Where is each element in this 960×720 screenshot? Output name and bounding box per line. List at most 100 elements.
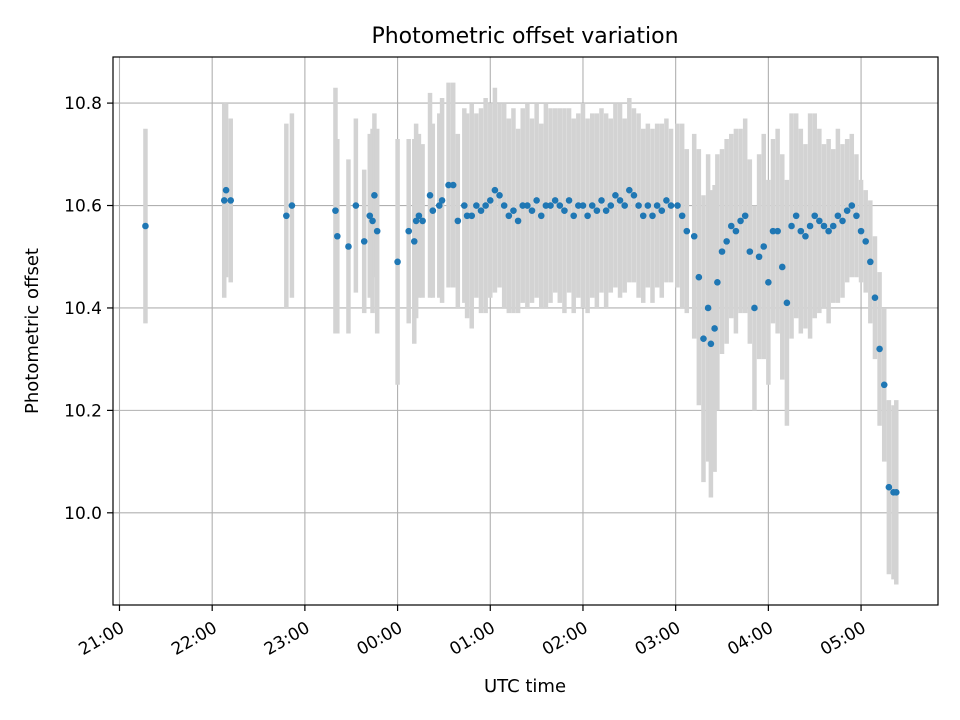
data-point bbox=[533, 197, 540, 204]
data-point bbox=[366, 212, 374, 220]
data-point bbox=[473, 202, 480, 209]
data-point bbox=[621, 202, 628, 209]
y-tick-label: 10.8 bbox=[64, 94, 102, 114]
data-point bbox=[774, 227, 781, 235]
data-point bbox=[565, 197, 573, 204]
data-point bbox=[678, 212, 686, 220]
data-point bbox=[288, 202, 296, 209]
y-tick-label: 10.2 bbox=[64, 401, 102, 421]
data-point bbox=[222, 186, 230, 194]
data-point bbox=[802, 232, 809, 240]
data-point bbox=[857, 227, 865, 235]
data-point bbox=[588, 202, 596, 209]
data-point bbox=[714, 279, 721, 286]
data-point bbox=[352, 202, 360, 209]
data-point bbox=[575, 202, 582, 209]
data-point bbox=[445, 181, 452, 189]
data-point bbox=[584, 212, 591, 220]
data-point bbox=[227, 197, 235, 204]
data-point bbox=[598, 197, 605, 204]
y-axis-label: Photometric offset bbox=[22, 248, 43, 414]
data-point bbox=[732, 227, 740, 235]
chart-title: Photometric offset variation bbox=[371, 24, 678, 49]
data-point bbox=[435, 202, 443, 209]
data-point bbox=[765, 279, 772, 286]
data-point bbox=[639, 212, 647, 220]
data-point bbox=[829, 222, 837, 230]
data-point bbox=[461, 202, 468, 209]
data-point bbox=[332, 207, 339, 214]
data-point bbox=[426, 191, 434, 199]
data-point bbox=[405, 227, 413, 235]
data-point bbox=[626, 186, 633, 194]
data-point bbox=[788, 222, 795, 230]
data-point bbox=[820, 222, 828, 230]
data-point bbox=[449, 181, 457, 189]
data-point bbox=[811, 212, 819, 220]
data-point bbox=[690, 232, 698, 240]
data-point bbox=[415, 212, 423, 220]
data-point bbox=[848, 202, 856, 209]
data-point bbox=[514, 217, 522, 225]
data-point bbox=[843, 207, 851, 214]
data-point bbox=[496, 191, 503, 199]
data-point bbox=[463, 212, 471, 220]
data-point bbox=[551, 197, 559, 204]
y-tick-label: 10.6 bbox=[64, 197, 102, 217]
data-point bbox=[371, 191, 378, 199]
y-tick-label: 10.0 bbox=[64, 504, 102, 524]
data-point bbox=[700, 335, 707, 342]
x-axis-label: UTC time bbox=[484, 676, 566, 697]
data-point bbox=[570, 212, 578, 220]
data-point bbox=[649, 212, 656, 220]
data-point bbox=[491, 186, 499, 194]
data-point bbox=[410, 238, 418, 245]
data-point bbox=[593, 207, 601, 214]
data-point bbox=[486, 197, 494, 204]
data-point bbox=[477, 207, 485, 214]
data-point bbox=[816, 217, 823, 225]
data-point bbox=[727, 222, 735, 230]
data-point bbox=[806, 222, 814, 230]
data-point bbox=[612, 191, 619, 199]
data-point bbox=[537, 212, 545, 220]
data-point bbox=[419, 217, 426, 225]
data-point bbox=[394, 258, 401, 266]
data-point bbox=[579, 202, 587, 209]
data-point bbox=[360, 238, 368, 245]
data-point bbox=[524, 202, 531, 209]
data-point bbox=[737, 217, 744, 225]
data-point bbox=[547, 202, 554, 209]
data-point bbox=[542, 202, 550, 209]
data-point bbox=[510, 207, 517, 214]
data-point bbox=[839, 217, 846, 225]
data-point bbox=[644, 202, 652, 209]
data-point bbox=[667, 202, 675, 209]
data-point bbox=[454, 217, 462, 225]
data-point bbox=[345, 243, 352, 250]
data-point bbox=[220, 197, 228, 204]
data-point bbox=[871, 294, 879, 302]
data-point bbox=[528, 207, 536, 214]
data-point bbox=[723, 238, 730, 245]
data-point bbox=[142, 222, 149, 230]
data-point bbox=[369, 217, 376, 225]
data-point bbox=[755, 253, 763, 261]
data-point bbox=[867, 258, 874, 266]
data-point bbox=[283, 212, 290, 220]
data-point bbox=[707, 340, 715, 348]
data-point bbox=[853, 212, 860, 220]
data-point bbox=[602, 207, 610, 214]
data-point bbox=[769, 227, 777, 235]
data-point bbox=[658, 207, 666, 214]
data-point bbox=[373, 227, 381, 235]
data-point bbox=[741, 212, 749, 220]
data-point bbox=[468, 212, 476, 220]
data-point bbox=[783, 299, 791, 307]
data-point bbox=[607, 202, 615, 209]
data-point bbox=[778, 263, 786, 271]
data-point bbox=[746, 248, 754, 255]
data-point bbox=[862, 238, 869, 245]
data-point bbox=[616, 197, 624, 204]
